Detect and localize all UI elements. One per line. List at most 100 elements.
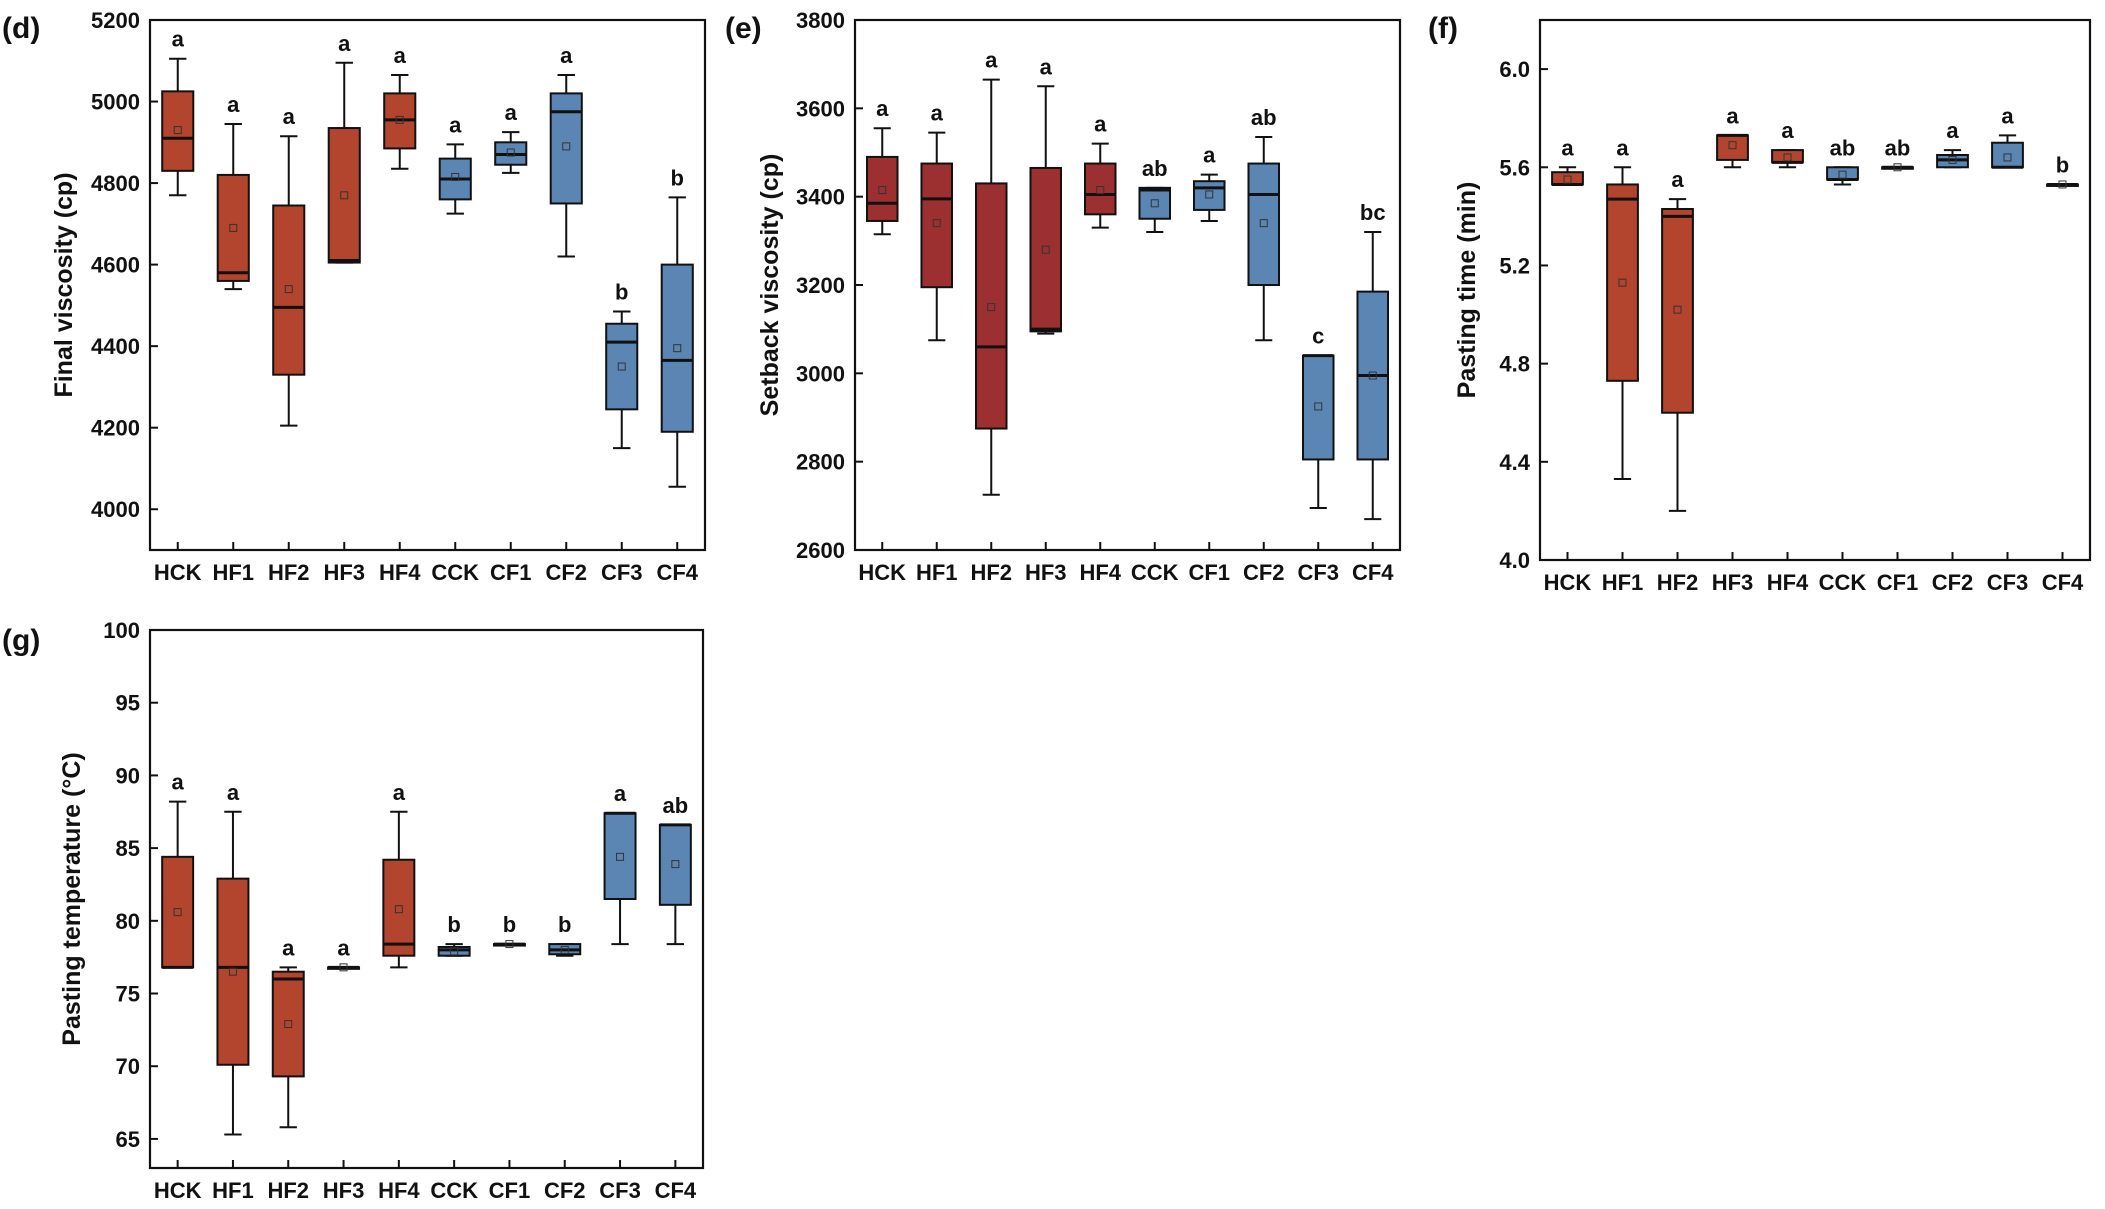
x-tick-label: CF2 — [544, 1178, 586, 1203]
significance-letter: ab — [1251, 105, 1277, 130]
x-tick-label: HCK — [154, 560, 202, 585]
significance-letter: a — [172, 770, 185, 795]
y-tick-label: 80 — [116, 909, 140, 934]
significance-letter: b — [558, 912, 571, 937]
x-tick-label: HF2 — [268, 560, 310, 585]
box-hf2: a — [271, 935, 305, 1129]
x-tick-label: CCK — [430, 1178, 478, 1203]
significance-letter: a — [1671, 167, 1684, 192]
box-hck: a — [1551, 135, 1584, 186]
box-hf4: a — [1083, 112, 1117, 229]
x-tick-label: HF4 — [378, 1178, 420, 1203]
significance-letter: ab — [1142, 156, 1168, 181]
box-cck: a — [438, 112, 472, 215]
box-body — [1301, 354, 1335, 461]
mean-marker — [229, 223, 238, 232]
box-cf1: a — [1192, 143, 1226, 222]
y-axis-label: Pasting time (min) — [1453, 182, 1481, 399]
y-tick-label: 4800 — [91, 171, 140, 196]
x-tick-label: CF4 — [655, 1178, 697, 1203]
mean-marker — [1728, 141, 1737, 150]
box-hf3: a — [327, 935, 361, 972]
significance-letter: a — [338, 31, 351, 56]
x-tick-label: CF4 — [1352, 560, 1394, 585]
plot-frame — [148, 628, 705, 1170]
box-body — [1192, 180, 1226, 211]
x-tick-label: CF1 — [489, 1178, 531, 1203]
significance-letter: a — [449, 112, 462, 137]
x-tick-label: HF3 — [323, 1178, 365, 1203]
x-tick-label: HF1 — [212, 1178, 254, 1203]
mean-marker — [1368, 371, 1377, 380]
y-axis-label: Pasting temperature (°C) — [58, 752, 86, 1045]
box-hf3: a — [327, 31, 361, 264]
box-body — [272, 204, 306, 376]
y-tick-label: 75 — [116, 982, 140, 1007]
box-body — [920, 162, 954, 289]
mean-marker — [284, 285, 293, 294]
x-tick-label: HF3 — [1025, 560, 1067, 585]
significance-letter: a — [1561, 135, 1574, 160]
box-hf2: a — [974, 48, 1008, 496]
plot-frame — [1538, 18, 2092, 562]
y-tick-label: 4.0 — [1499, 548, 1530, 573]
box-body — [1138, 186, 1172, 220]
significance-letter: a — [394, 43, 407, 68]
box-cf4: b — [660, 165, 694, 488]
significance-letter: a — [876, 96, 889, 121]
box-body — [658, 823, 692, 906]
mean-marker — [671, 860, 680, 869]
y-tick-label: 5.6 — [1499, 155, 1530, 180]
box-cf4: ab — [658, 793, 692, 946]
x-tick-label: HF4 — [1767, 570, 1809, 595]
box-body — [549, 92, 583, 205]
box-hf4: a — [1771, 118, 1804, 169]
significance-letter: a — [337, 935, 350, 960]
significance-letter: a — [1203, 143, 1216, 168]
box-hck: a — [161, 770, 195, 969]
chart-panel-g: (g) Pasting temperature (°C) 65 70 75 80 85 90 9… — [2, 618, 705, 1203]
box-body — [382, 858, 416, 957]
box-cf3: a — [603, 781, 637, 946]
mean-marker — [1041, 245, 1050, 254]
mean-marker — [339, 963, 348, 972]
y-tick-label: 100 — [103, 618, 140, 643]
x-tick-label: CF1 — [490, 560, 532, 585]
y-tick-label: 4000 — [91, 497, 140, 522]
x-tick-label: HF2 — [267, 1178, 309, 1203]
x-tick-label: HF4 — [1079, 560, 1121, 585]
mean-marker — [932, 219, 941, 228]
mean-marker — [173, 908, 182, 917]
box-hf1: a — [216, 780, 250, 1136]
box-cf1: b — [492, 912, 526, 949]
y-tick-label: 4600 — [91, 253, 140, 278]
significance-letter: a — [1781, 118, 1794, 143]
mean-marker — [394, 905, 403, 914]
box-body — [1991, 141, 2024, 169]
panel-label: (g) — [2, 624, 40, 657]
box-cf4: bc — [1356, 200, 1390, 521]
mean-marker — [395, 115, 404, 124]
box-body — [865, 155, 899, 222]
x-tick-label: CCK — [431, 560, 479, 585]
mean-marker — [878, 186, 887, 195]
significance-letter: a — [560, 43, 573, 68]
x-tick-label: CF3 — [1987, 570, 2029, 595]
x-tick-label: HCK — [858, 560, 906, 585]
box-cf3: b — [605, 280, 639, 450]
box-cf2: b — [548, 912, 582, 957]
chart-panel-d: (d) Final viscosity (cp) 4000 4200 4400 4600 4… — [2, 8, 707, 585]
x-tick-label: CF3 — [599, 1178, 641, 1203]
y-tick-label: 3000 — [796, 361, 845, 386]
significance-letter: a — [172, 27, 185, 52]
x-tick-label: HF3 — [323, 560, 365, 585]
plot-frame — [148, 18, 707, 552]
x-tick-label: CCK — [1819, 570, 1867, 595]
mean-marker — [505, 940, 514, 949]
box-body — [1606, 183, 1639, 382]
x-tick-label: HF3 — [1712, 570, 1754, 595]
significance-letter: c — [1312, 324, 1324, 349]
significance-letter: a — [282, 935, 295, 960]
y-tick-label: 90 — [116, 763, 140, 788]
y-tick-label: 6.0 — [1499, 57, 1530, 82]
